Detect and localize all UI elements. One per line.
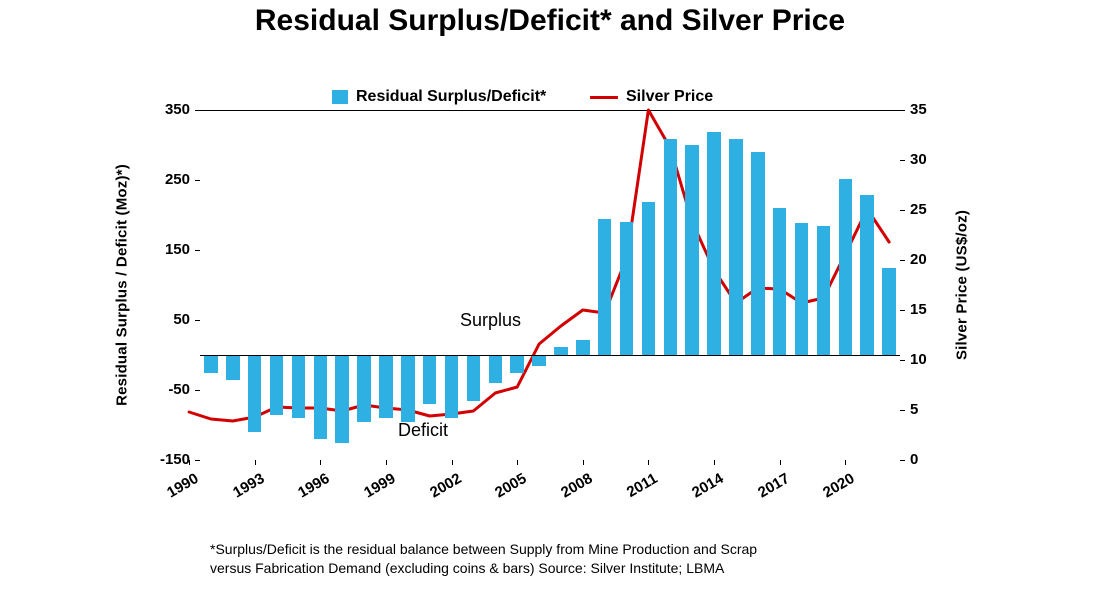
x-tick-label: 2002 <box>421 470 464 505</box>
bar <box>401 355 415 422</box>
y-left-tick-label: -150 <box>160 451 190 468</box>
bar <box>839 179 853 355</box>
y-right-tick <box>900 160 905 161</box>
deficit-label: Deficit <box>398 420 448 441</box>
y-left-tick <box>195 110 200 111</box>
bar <box>270 355 284 415</box>
x-tick-label: 1999 <box>355 470 398 505</box>
bar <box>795 223 809 355</box>
y-right-tick-label: 0 <box>910 451 918 468</box>
y-right-tick <box>900 210 905 211</box>
bar <box>707 132 721 355</box>
bar <box>532 355 546 366</box>
zero-baseline <box>200 355 900 356</box>
bar <box>860 195 874 355</box>
y-right-tick <box>900 460 905 461</box>
bar <box>226 355 240 380</box>
y-left-tick-label: -50 <box>168 381 190 398</box>
bar <box>510 355 524 373</box>
x-tick-label: 1996 <box>290 470 333 505</box>
legend-bars-label: Residual Surplus/Deficit* <box>356 88 546 106</box>
y-left-tick-label: 250 <box>165 171 190 188</box>
bar <box>729 139 743 355</box>
bar <box>576 340 590 355</box>
bar <box>554 347 568 355</box>
y-right-tick <box>900 360 905 361</box>
bar <box>817 226 831 356</box>
x-tick-label: 1993 <box>224 470 267 505</box>
legend-bars-swatch <box>332 90 348 104</box>
x-tick <box>780 460 781 465</box>
x-tick <box>255 460 256 465</box>
x-tick <box>583 460 584 465</box>
y-right-tick-label: 30 <box>910 151 927 168</box>
bar <box>204 355 218 373</box>
legend-line-label: Silver Price <box>626 88 713 106</box>
bar <box>773 208 787 355</box>
bar <box>598 219 612 356</box>
bar <box>357 355 371 422</box>
y-left-tick-label: 50 <box>173 311 190 328</box>
legend-line: Silver Price <box>590 88 713 106</box>
y-left-tick <box>195 180 200 181</box>
y-right-axis-title: Silver Price (US$/oz) <box>954 210 971 360</box>
bar <box>335 355 349 443</box>
y-left-tick <box>195 320 200 321</box>
bar <box>751 152 765 355</box>
y-right-tick-label: 35 <box>910 101 927 118</box>
bar <box>423 355 437 404</box>
bar <box>292 355 306 418</box>
x-tick <box>189 460 190 465</box>
x-tick <box>386 460 387 465</box>
bar <box>664 139 678 355</box>
y-right-tick <box>900 260 905 261</box>
y-right-tick-label: 10 <box>910 351 927 368</box>
legend-bars: Residual Surplus/Deficit* <box>332 88 546 106</box>
y-left-tick <box>195 250 200 251</box>
y-right-tick-label: 5 <box>910 401 918 418</box>
x-tick-label: 2014 <box>683 470 726 505</box>
x-tick-label: 2017 <box>749 470 792 505</box>
y-left-tick <box>195 460 200 461</box>
y-right-tick-label: 20 <box>910 251 927 268</box>
x-tick <box>845 460 846 465</box>
legend-line-swatch <box>590 96 618 99</box>
x-tick <box>517 460 518 465</box>
surplus-label: Surplus <box>460 310 521 331</box>
bar <box>620 222 634 355</box>
x-tick-label: 2020 <box>815 470 858 505</box>
bar <box>685 145 699 355</box>
bar <box>248 355 262 432</box>
y-left-axis-title: Residual Surplus / Deficit (Moz)*) <box>114 164 131 406</box>
x-tick-label: 1990 <box>158 470 201 505</box>
y-left-tick <box>195 390 200 391</box>
y-left-tick-label: 350 <box>165 101 190 118</box>
y-right-tick-label: 25 <box>910 201 927 218</box>
bar <box>489 355 503 383</box>
chart-title: Residual Surplus/Deficit* and Silver Pri… <box>0 4 1100 38</box>
footnote-line2: versus Fabrication Demand (excluding coi… <box>210 560 724 576</box>
x-tick <box>648 460 649 465</box>
bar <box>642 202 656 355</box>
footnote: *Surplus/Deficit is the residual balance… <box>210 540 757 578</box>
y-right-tick <box>900 410 905 411</box>
y-left-tick-label: 150 <box>165 241 190 258</box>
bar <box>314 355 328 439</box>
footnote-line1: *Surplus/Deficit is the residual balance… <box>210 541 757 557</box>
y-right-tick-label: 15 <box>910 301 927 318</box>
bar <box>882 268 896 356</box>
x-tick <box>714 460 715 465</box>
x-tick <box>452 460 453 465</box>
bar <box>467 355 481 401</box>
x-tick-label: 2005 <box>487 470 530 505</box>
y-right-tick <box>900 110 905 111</box>
y-right-tick <box>900 310 905 311</box>
x-tick <box>320 460 321 465</box>
bar <box>379 355 393 418</box>
bar <box>445 355 459 418</box>
x-tick-label: 2011 <box>618 470 661 505</box>
x-tick-label: 2008 <box>552 470 595 505</box>
